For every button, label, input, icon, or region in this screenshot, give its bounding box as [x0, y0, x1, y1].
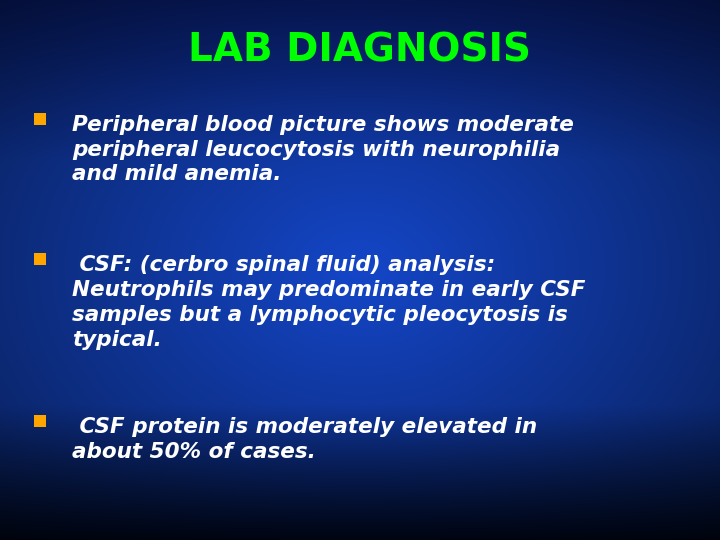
- FancyBboxPatch shape: [34, 415, 45, 427]
- FancyBboxPatch shape: [34, 253, 45, 265]
- Text: CSF protein is moderately elevated in
about 50% of cases.: CSF protein is moderately elevated in ab…: [72, 417, 537, 462]
- Text: CSF: (cerbro spinal fluid) analysis:
Neutrophils may predominate in early CSF
sa: CSF: (cerbro spinal fluid) analysis: Neu…: [72, 255, 585, 349]
- Text: Peripheral blood picture shows moderate
peripheral leucocytosis with neurophilia: Peripheral blood picture shows moderate …: [72, 115, 574, 184]
- Text: LAB DIAGNOSIS: LAB DIAGNOSIS: [189, 31, 531, 69]
- FancyBboxPatch shape: [34, 113, 45, 125]
